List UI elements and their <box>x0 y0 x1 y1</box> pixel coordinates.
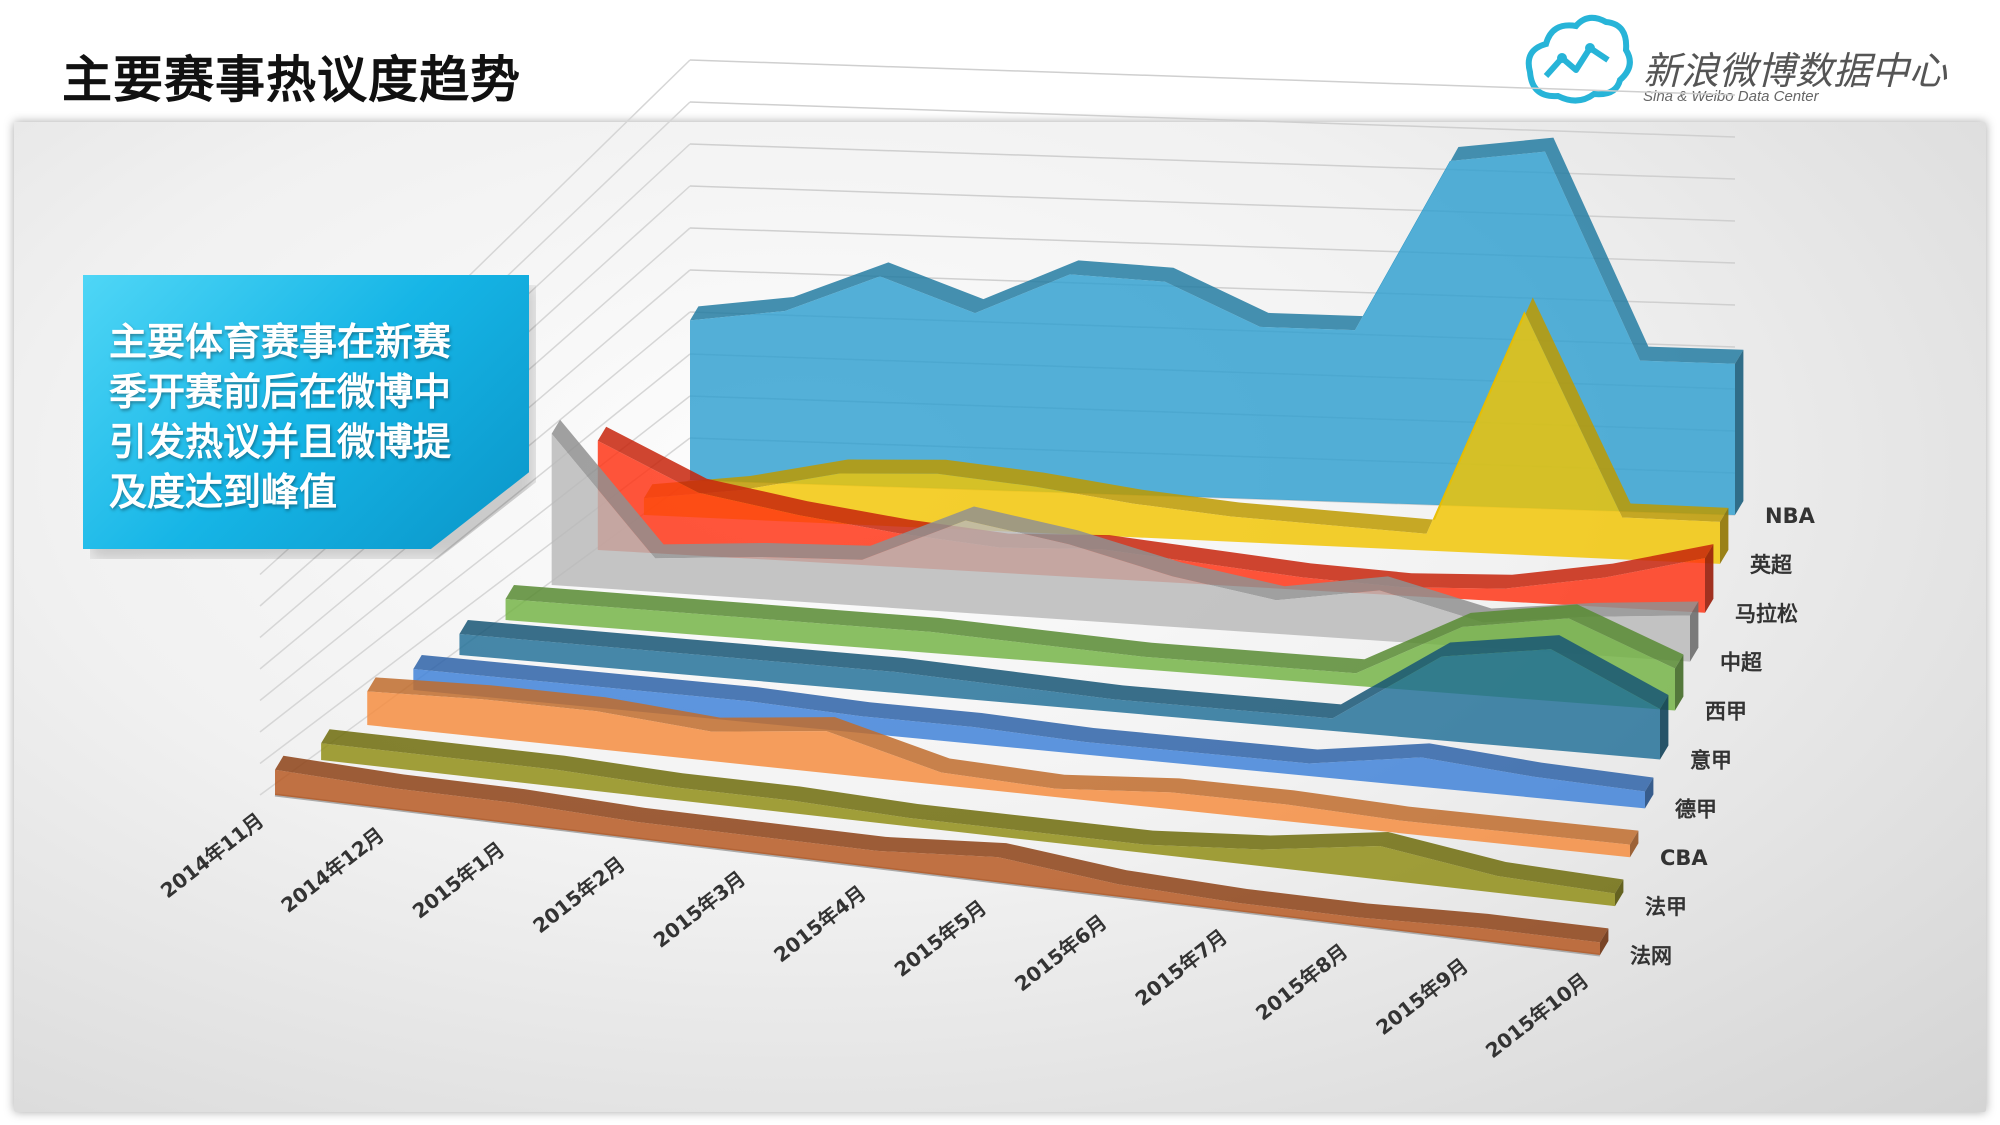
series-意甲 <box>459 620 1669 760</box>
series-德甲 <box>413 655 1654 809</box>
series-法网 <box>275 755 1609 955</box>
series-end-cap <box>1645 777 1654 809</box>
gridline <box>689 59 1736 96</box>
series-label: 法网 <box>1630 944 1672 968</box>
series-label: CBA <box>1660 846 1708 870</box>
series-layer <box>275 137 1744 955</box>
series-top-ribbon <box>643 297 1729 534</box>
series-area <box>321 743 1616 907</box>
x-tick-label: 2015年2月 <box>528 852 629 938</box>
x-tick-label: 2015年5月 <box>890 895 991 981</box>
x-tick-label: 2014年11月 <box>156 808 268 903</box>
series-label: 德甲 <box>1675 797 1717 821</box>
x-tick-label: 2015年8月 <box>1251 939 1352 1025</box>
gridline <box>689 143 1736 180</box>
series-法甲 <box>321 729 1624 907</box>
x-tick-label: 2015年6月 <box>1010 910 1111 996</box>
gridline <box>689 101 1736 138</box>
x-tick-label: 2015年9月 <box>1371 953 1472 1039</box>
series-area <box>459 634 1660 760</box>
callout-line: 季开赛前后在微博中 <box>109 370 452 414</box>
series-end-cap <box>1705 544 1714 613</box>
sina-weibo-logo: 新浪微博数据中心 Sina & Weibo Data Center <box>1518 10 1988 110</box>
x-tick-label: 2015年3月 <box>649 866 750 952</box>
callout-box: 主要体育赛事在新赛 季开赛前后在微博中 引发热议并且微博提 及度达到峰值 <box>83 275 529 549</box>
callout-line: 引发热议并且微博提 <box>109 420 452 464</box>
series-top-ribbon <box>413 655 1654 792</box>
series-CBA <box>367 677 1639 858</box>
page-title: 主要赛事热议度趋势 <box>62 51 521 109</box>
series-area <box>690 151 1735 516</box>
series-label: 马拉松 <box>1735 602 1798 626</box>
series-area <box>643 311 1720 564</box>
series-label: 意甲 <box>1690 748 1732 772</box>
series-end-cap <box>1615 879 1624 907</box>
series-label: 西甲 <box>1705 700 1747 724</box>
x-tick-label: 2015年4月 <box>769 881 870 967</box>
series-英超 <box>643 297 1729 564</box>
series-NBA <box>690 137 1744 516</box>
x-tick-label: 2015年10月 <box>1481 968 1593 1063</box>
logo-name-cn: 新浪微博数据中心 <box>1643 49 1948 93</box>
callout-line: 及度达到峰值 <box>109 470 338 514</box>
series-end-cap <box>1660 695 1669 760</box>
series-end-cap <box>1600 928 1609 955</box>
series-area <box>367 691 1631 858</box>
series-area <box>413 669 1645 809</box>
series-label: 英超 <box>1750 553 1793 577</box>
series-end-cap <box>1690 601 1699 662</box>
series-label: 中超 <box>1720 651 1763 675</box>
series-area <box>275 769 1600 955</box>
x-tick-label: 2014年12月 <box>276 823 388 918</box>
series-top-ribbon <box>459 620 1669 719</box>
series-top-ribbon <box>505 585 1684 674</box>
callout-line: 主要体育赛事在新赛 <box>109 320 452 364</box>
series-label: 法甲 <box>1645 895 1687 919</box>
logo-name-en: Sina & Weibo Data Center <box>1643 88 1819 105</box>
series-top-ribbon <box>690 137 1744 364</box>
x-tick-label: 2015年1月 <box>408 837 509 923</box>
series-end-cap <box>1630 830 1639 858</box>
series-top-ribbon <box>275 755 1609 943</box>
series-top-ribbon <box>321 729 1624 894</box>
series-end-cap <box>1675 654 1684 711</box>
gridline-side <box>259 353 691 702</box>
x-tick-label: 2015年7月 <box>1131 924 1232 1010</box>
series-中超 <box>551 419 1699 662</box>
cloud-chart-icon <box>1525 14 1633 104</box>
series-top-ribbon <box>367 677 1639 845</box>
series-end-cap <box>1720 507 1729 564</box>
series-end-cap <box>1735 349 1744 515</box>
series-area <box>551 433 1690 662</box>
series-label: NBA <box>1765 504 1816 528</box>
